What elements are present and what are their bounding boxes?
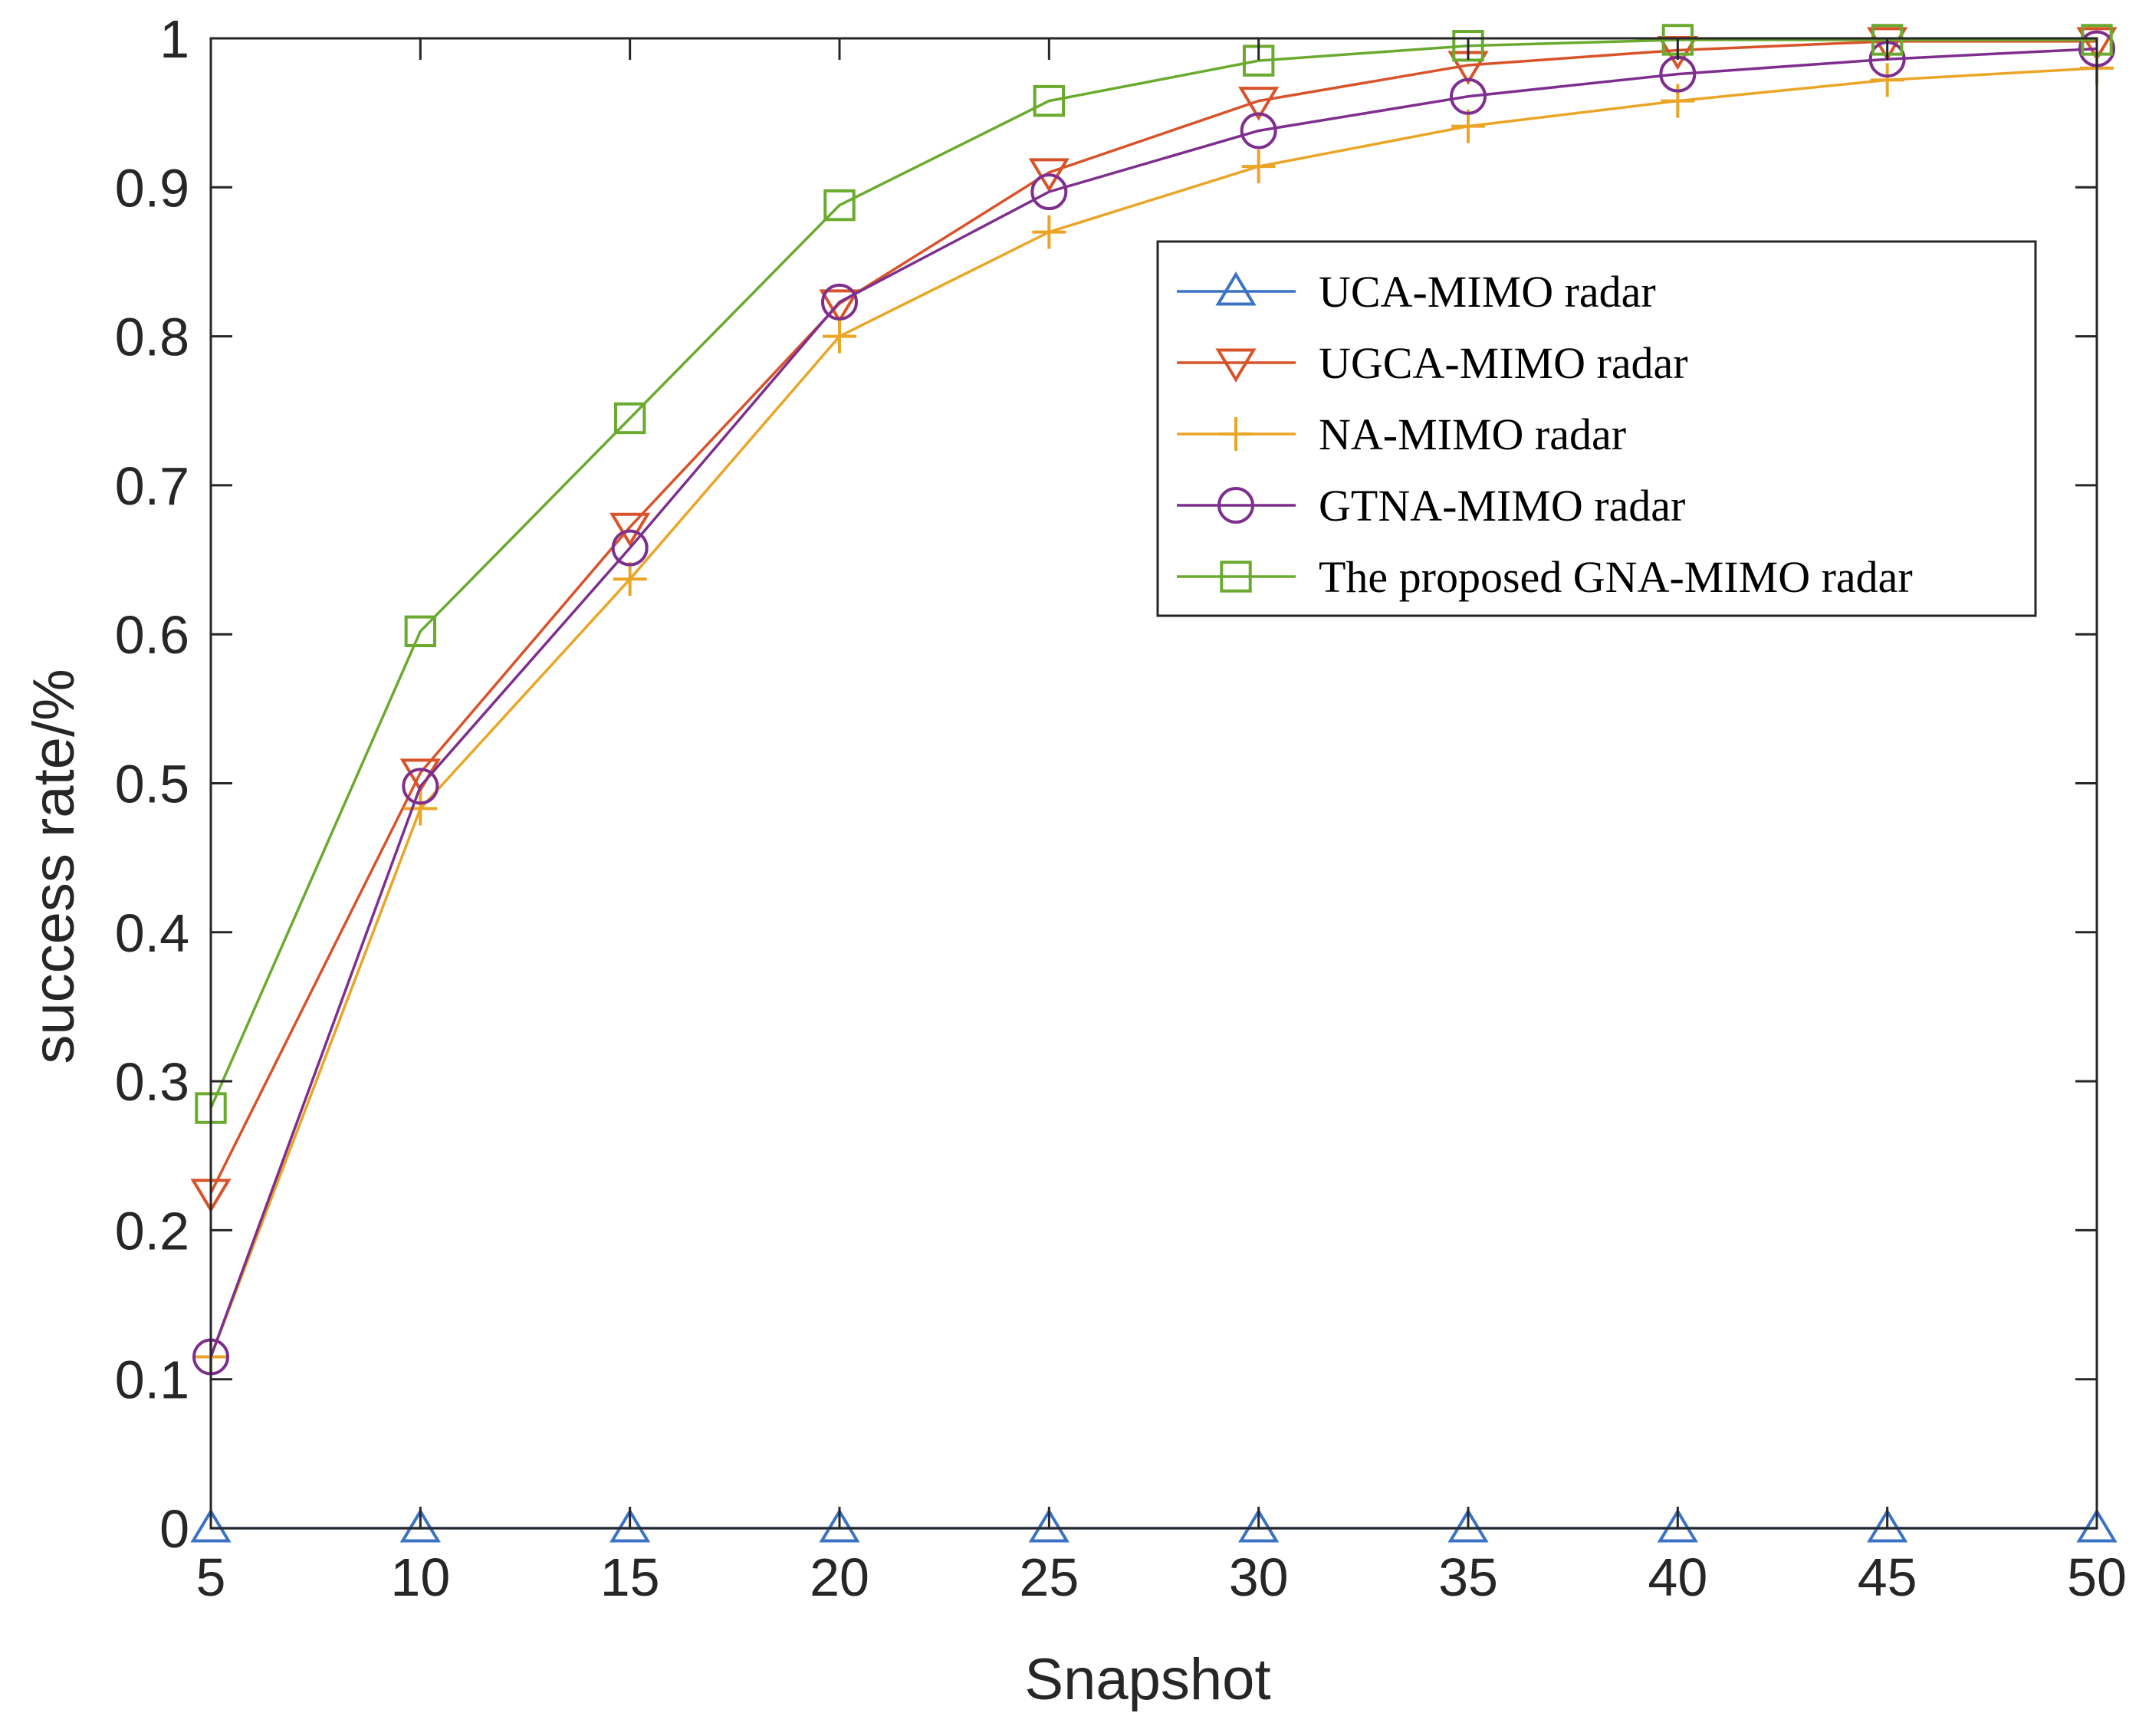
data-point-na-mimo-radar-30 [1241, 150, 1276, 184]
y-tick-label: 0.5 [115, 755, 189, 814]
x-tick-label: 35 [1438, 1547, 1498, 1607]
legend-marker [1220, 561, 1252, 593]
data-point-na-mimo-radar-35 [1451, 109, 1485, 143]
legend-marker [1215, 271, 1257, 306]
x-tick-label: 50 [2067, 1547, 2127, 1607]
data-point-na-mimo-radar-15 [613, 562, 647, 597]
legend: UCA-MIMO radar UGCA-MIMO radar NA-MIMO rad… [1156, 240, 2037, 617]
y-tick-label: 0.9 [115, 158, 189, 218]
data-point-the-proposed-gna-mimo-radar-10 [404, 615, 437, 648]
legend-marker [1215, 348, 1257, 383]
y-tick-label: 0.3 [115, 1052, 189, 1112]
y-tick-label: 0.6 [115, 605, 189, 665]
legend-label: GTNA-MIMO radar [1319, 481, 1685, 531]
data-point-ugca-mimo-radar-30 [1238, 87, 1280, 121]
y-tick-label: 0 [159, 1499, 189, 1559]
legend-label: The proposed GNA-MIMO radar [1319, 552, 1913, 602]
data-point-the-proposed-gna-mimo-radar-20 [823, 189, 856, 222]
data-point-uca-mimo-radar-40 [1657, 1508, 1698, 1543]
x-tick-label: 30 [1229, 1547, 1289, 1607]
legend-entry-the-proposed-gna-mimo-radar: The proposed GNA-MIMO radar [1177, 552, 1913, 602]
y-tick-label: 0.2 [115, 1201, 189, 1261]
data-point-ugca-mimo-radar-20 [819, 289, 860, 324]
data-point-the-proposed-gna-mimo-radar-15 [613, 402, 646, 435]
legend-label: UGCA-MIMO radar [1319, 338, 1688, 388]
x-tick-label: 15 [600, 1547, 660, 1607]
x-tick-label: 25 [1019, 1547, 1079, 1607]
series-line-na-mimo-radar [209, 67, 2098, 1358]
data-point-gtna-mimo-radar-10 [402, 768, 439, 805]
data-point-uca-mimo-radar-45 [1867, 1508, 1908, 1543]
data-point-ugca-mimo-radar-25 [1028, 158, 1070, 192]
x-tick-label: 40 [1648, 1547, 1707, 1607]
data-point-gtna-mimo-radar-35 [1450, 77, 1487, 115]
data-point-gtna-mimo-radar-20 [821, 283, 858, 321]
legend-label: NA-MIMO radar [1319, 409, 1626, 459]
data-point-uca-mimo-radar-50 [2076, 1508, 2118, 1543]
data-point-gtna-mimo-radar-30 [1240, 112, 1277, 150]
x-tick-label: 20 [810, 1547, 869, 1607]
series-line-gtna-mimo-radar [209, 47, 2098, 1358]
x-tick-label: 5 [196, 1547, 226, 1607]
y-axis-label: success rate/% [21, 669, 87, 1064]
data-point-ugca-mimo-radar-50 [2076, 27, 2118, 61]
y-tick-label: 1 [159, 9, 189, 69]
data-point-uca-mimo-radar-5 [190, 1508, 232, 1543]
data-point-na-mimo-radar-20 [823, 319, 856, 353]
data-point-uca-mimo-radar-15 [610, 1508, 651, 1543]
data-point-the-proposed-gna-mimo-radar-25 [1033, 84, 1066, 117]
data-point-na-mimo-radar-10 [403, 791, 438, 826]
data-point-uca-mimo-radar-35 [1447, 1508, 1489, 1543]
legend-label: UCA-MIMO radar [1319, 267, 1656, 317]
series-na-mimo-radar [194, 51, 2114, 1374]
data-point-gtna-mimo-radar-15 [611, 529, 649, 567]
series-line-ugca-mimo-radar [209, 40, 2097, 1194]
legend-entry-ugca-mimo-radar: UGCA-MIMO radar [1177, 338, 1688, 388]
legend-box [1156, 240, 2037, 617]
data-point-ugca-mimo-radar-15 [610, 512, 651, 547]
x-axis-label: Snapshot [1024, 1647, 1270, 1712]
legend-marker [1219, 417, 1253, 451]
data-point-uca-mimo-radar-20 [819, 1508, 860, 1543]
data-point-uca-mimo-radar-25 [1028, 1508, 1070, 1543]
axes: 5 10 15 20 25 30 35 40 45 50 0 0.1 0.2 0.3 0.4 0.5 0.6 0.… [115, 9, 2127, 1607]
y-tick-label: 0.7 [115, 456, 189, 516]
y-tick-label: 0.4 [115, 903, 189, 963]
legend-marker [1217, 487, 1254, 524]
x-tick-label: 45 [1858, 1547, 1917, 1607]
data-point-uca-mimo-radar-10 [399, 1508, 441, 1543]
y-tick-label: 0.8 [115, 307, 189, 367]
data-point-uca-mimo-radar-30 [1238, 1508, 1280, 1543]
series-line-the-proposed-gna-mimo-radar [209, 38, 2097, 1109]
data-point-gtna-mimo-radar-25 [1030, 173, 1068, 211]
legend-entry-uca-mimo-radar: UCA-MIMO radar [1177, 267, 1656, 317]
data-point-na-mimo-radar-45 [1870, 63, 1904, 97]
y-tick-label: 0.1 [115, 1350, 189, 1410]
legend-entry-na-mimo-radar: NA-MIMO radar [1177, 409, 1626, 459]
series-ugca-mimo-radar [190, 27, 2118, 1213]
data-point-na-mimo-radar-25 [1032, 215, 1066, 249]
x-tick-label: 10 [390, 1547, 450, 1607]
data-point-the-proposed-gna-mimo-radar-35 [1452, 30, 1484, 62]
legend-entry-gtna-mimo-radar: GTNA-MIMO radar [1177, 481, 1685, 531]
